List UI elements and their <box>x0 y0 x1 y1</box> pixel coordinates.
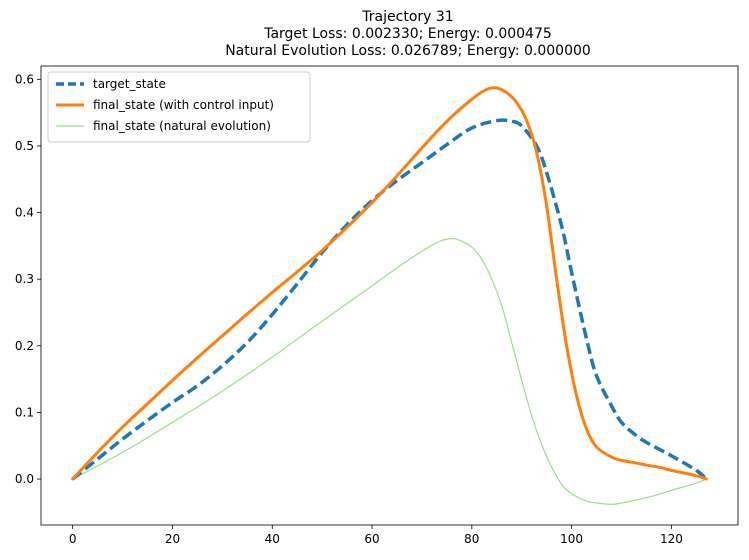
legend: target_state final_state (with control in… <box>47 71 311 143</box>
y-tick-label: 0.3 <box>15 272 34 286</box>
y-tick-label: 0.2 <box>15 339 34 353</box>
series-line-1 <box>71 86 708 481</box>
legend-label-1: final_state (with control input) <box>93 98 274 112</box>
y-tick-label: 0.4 <box>15 206 34 220</box>
y-tick-label: 0.0 <box>15 472 34 486</box>
y-tick-label: 0.6 <box>15 72 34 86</box>
series-line-0 <box>71 118 708 481</box>
plot-area-frame <box>40 65 739 526</box>
x-tick-label: 100 <box>560 532 583 546</box>
y-tick-label: 0.1 <box>15 405 34 419</box>
x-tick-label: 60 <box>364 532 379 546</box>
chart-title: Trajectory 31 Target Loss: 0.002330; Ene… <box>225 9 591 59</box>
x-tick-label: 20 <box>165 532 180 546</box>
x-tick-label: 40 <box>265 532 280 546</box>
legend-label-0: target_state <box>93 77 166 91</box>
y-tick-label: 0.5 <box>15 139 34 153</box>
x-axis: 0 20 40 60 80 100 120 <box>69 525 683 546</box>
title-line-3: Natural Evolution Loss: 0.026789; Energy… <box>225 43 591 59</box>
series-line-2 <box>72 237 707 505</box>
title-line-2: Target Loss: 0.002330; Energy: 0.000475 <box>263 26 552 42</box>
x-tick-label: 120 <box>660 532 683 546</box>
x-tick-label: 0 <box>69 532 77 546</box>
series-layer <box>71 86 708 505</box>
y-axis: 0.0 0.1 0.2 0.3 0.4 0.5 0.6 <box>15 72 41 486</box>
legend-label-2: final_state (natural evolution) <box>93 119 271 133</box>
title-line-1: Trajectory 31 <box>361 9 453 25</box>
x-tick-label: 80 <box>464 532 479 546</box>
legend-frame <box>47 71 311 143</box>
